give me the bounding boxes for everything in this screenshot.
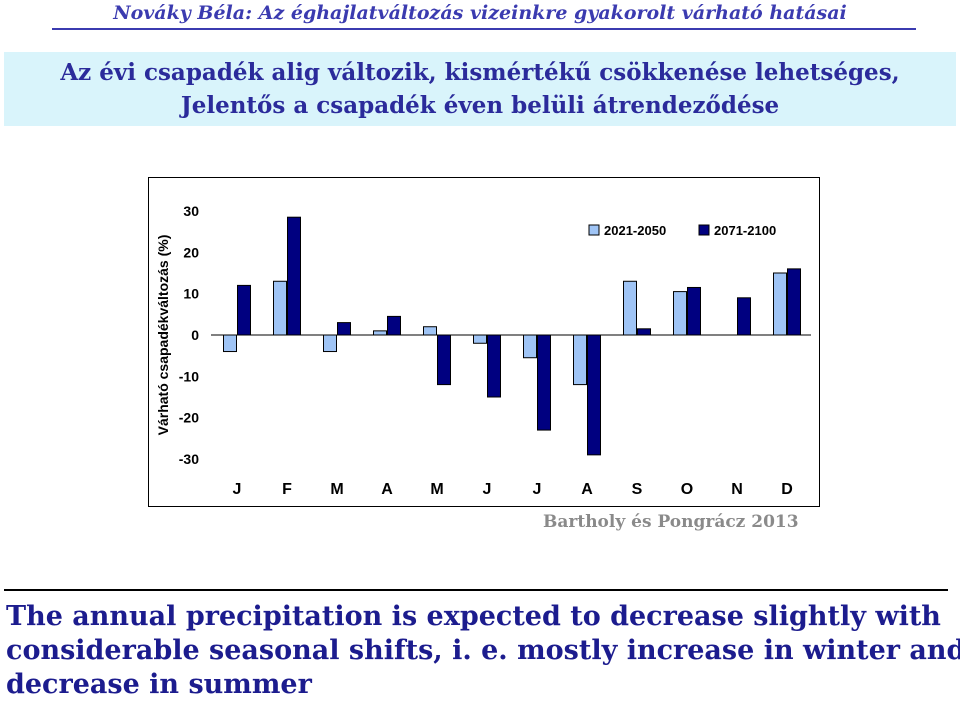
headline-line-1: Az évi csapadék alig változik, kismérték… (60, 59, 900, 86)
bar-series-2-j-0 (237, 284, 251, 336)
legend-label: 2021-2050 (604, 223, 666, 238)
x-tick-label: D (781, 481, 793, 498)
bar-series-2-n-10 (737, 297, 751, 336)
x-tick-label: J (533, 481, 542, 498)
bar-series-2-a-7 (587, 334, 601, 456)
bar-series-2-m-2 (337, 322, 351, 336)
caption-line-3: decrease in summer (6, 669, 312, 700)
bar-series-2-o-9 (687, 286, 701, 336)
caption-line-2: considerable seasonal shifts, i. e. most… (6, 635, 960, 666)
bar-series-1-a-7 (573, 334, 587, 386)
bar-series-2-j-5 (487, 334, 501, 398)
headline-box: Az évi csapadék alig változik, kismérték… (4, 52, 956, 126)
x-tick-label: J (233, 481, 242, 498)
x-tick-label: J (483, 481, 492, 498)
y-tick-label: -10 (179, 368, 199, 384)
legend-swatch (698, 224, 710, 236)
bar-series-1-j-6 (523, 334, 537, 359)
bar-series-1-s-8 (623, 280, 637, 336)
bar-series-1-m-4 (423, 326, 437, 336)
y-tick-label: 0 (191, 327, 199, 343)
x-tick-label: M (330, 481, 343, 498)
x-tick-label: N (731, 481, 743, 498)
x-tick-label: O (681, 481, 693, 498)
header-divider (52, 28, 916, 30)
headline-line-2: Jelentős a csapadék éven belüli átrendez… (180, 92, 780, 119)
caption: The annual precipitation is expected to … (6, 600, 960, 702)
bar-series-1-d-11 (773, 272, 787, 336)
x-tick-label: A (381, 481, 393, 498)
bar-series-2-m-4 (437, 334, 451, 386)
bar-series-2-j-6 (537, 334, 551, 431)
y-tick-label: -30 (179, 451, 199, 467)
source-citation: Bartholy és Pongrácz 2013 (543, 512, 799, 532)
bar-series-1-o-9 (673, 291, 687, 336)
bar-series-1-f-1 (273, 280, 287, 336)
bar-series-1-j-0 (223, 334, 237, 353)
bar-series-2-a-3 (387, 315, 401, 336)
chart-frame: Várható csapadékváltozás (%) 30 20 10 0 -10 -2… (148, 177, 820, 507)
y-tick-label: 20 (183, 244, 199, 260)
x-tick-label: A (581, 481, 593, 498)
y-tick-label: -20 (179, 410, 199, 426)
y-axis-label: Várható csapadékváltozás (%) (155, 235, 171, 436)
y-tick-label: 10 (183, 286, 199, 302)
bar-series-1-j-5 (473, 334, 487, 344)
bar-series-2-d-11 (787, 268, 801, 336)
page-header-title: Nováky Béla: Az éghajlatváltozás vizeink… (113, 2, 847, 24)
bar-series-2-s-8 (637, 328, 651, 336)
caption-line-1: The annual precipitation is expected to … (6, 601, 941, 632)
x-tick-label: S (632, 481, 643, 498)
x-tick-label: M (430, 481, 443, 498)
bar-series-1-m-2 (323, 334, 337, 353)
legend-label: 2071-2100 (714, 223, 776, 238)
caption-divider (4, 589, 948, 591)
legend-swatch (588, 224, 600, 236)
precipitation-change-chart: Várható csapadékváltozás (%) 30 20 10 0 -10 -2… (155, 203, 811, 498)
bar-series-2-f-1 (287, 216, 301, 336)
x-tick-label: F (282, 481, 292, 498)
bar-series-1-a-3 (373, 330, 387, 336)
y-tick-label: 30 (183, 203, 199, 219)
